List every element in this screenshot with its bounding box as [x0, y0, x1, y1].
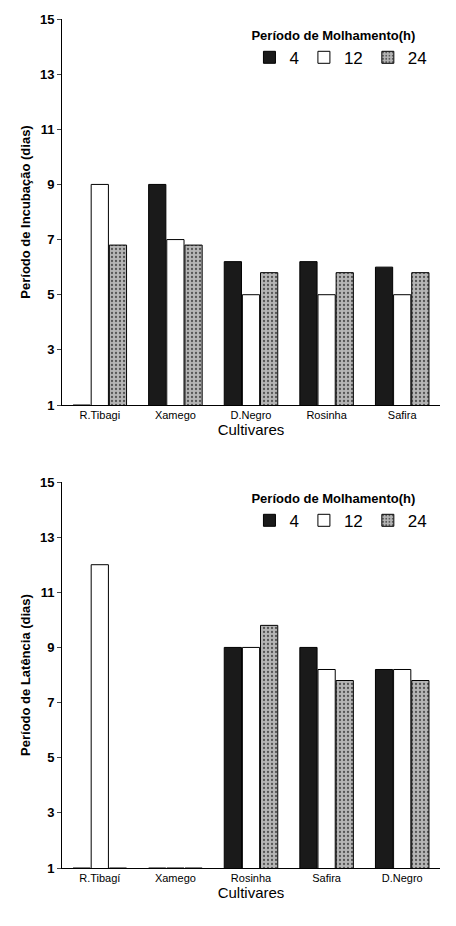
- svg-text:1: 1: [47, 398, 54, 413]
- svg-text:Safira: Safira: [388, 409, 418, 421]
- svg-text:11: 11: [41, 122, 55, 137]
- svg-text:Cultivares: Cultivares: [218, 884, 285, 901]
- svg-text:D.Negro: D.Negro: [231, 409, 272, 421]
- svg-text:4: 4: [289, 512, 298, 531]
- svg-text:13: 13: [40, 67, 54, 82]
- svg-text:D.Negro: D.Negro: [382, 872, 423, 884]
- svg-text:1: 1: [47, 861, 54, 876]
- svg-text:15: 15: [40, 12, 54, 27]
- svg-text:Xamego: Xamego: [155, 872, 196, 884]
- svg-text:7: 7: [47, 695, 54, 710]
- svg-text:15: 15: [40, 475, 54, 490]
- svg-text:3: 3: [47, 805, 54, 820]
- svg-text:R.Tibagí: R.Tibagí: [79, 872, 120, 884]
- svg-text:24: 24: [408, 49, 427, 68]
- svg-text:13: 13: [40, 530, 54, 545]
- svg-text:9: 9: [47, 177, 54, 192]
- svg-text:5: 5: [47, 287, 54, 302]
- svg-text:3: 3: [47, 342, 54, 357]
- svg-text:Período de Latência (dias): Período de Latência (dias): [18, 594, 33, 756]
- svg-text:R.Tibagi: R.Tibagi: [80, 409, 121, 421]
- svg-text:Rosinha: Rosinha: [231, 872, 272, 884]
- svg-text:Cultivares: Cultivares: [218, 421, 285, 438]
- svg-text:9: 9: [47, 640, 54, 655]
- svg-text:Período de Molhamento(h): Período de Molhamento(h): [251, 28, 415, 43]
- svg-text:Safira: Safira: [312, 872, 342, 884]
- svg-text:24: 24: [408, 512, 427, 531]
- svg-text:Período de Incubação (dias): Período de Incubação (dias): [18, 125, 33, 298]
- svg-text:Xamego: Xamego: [155, 409, 196, 421]
- svg-text:4: 4: [289, 49, 298, 68]
- svg-text:12: 12: [344, 512, 363, 531]
- svg-text:11: 11: [41, 585, 55, 600]
- svg-text:12: 12: [344, 49, 363, 68]
- svg-text:5: 5: [47, 750, 54, 765]
- svg-text:7: 7: [47, 232, 54, 247]
- svg-text:Rosinha: Rosinha: [306, 409, 347, 421]
- svg-text:Período de Molhamento(h): Período de Molhamento(h): [251, 491, 415, 506]
